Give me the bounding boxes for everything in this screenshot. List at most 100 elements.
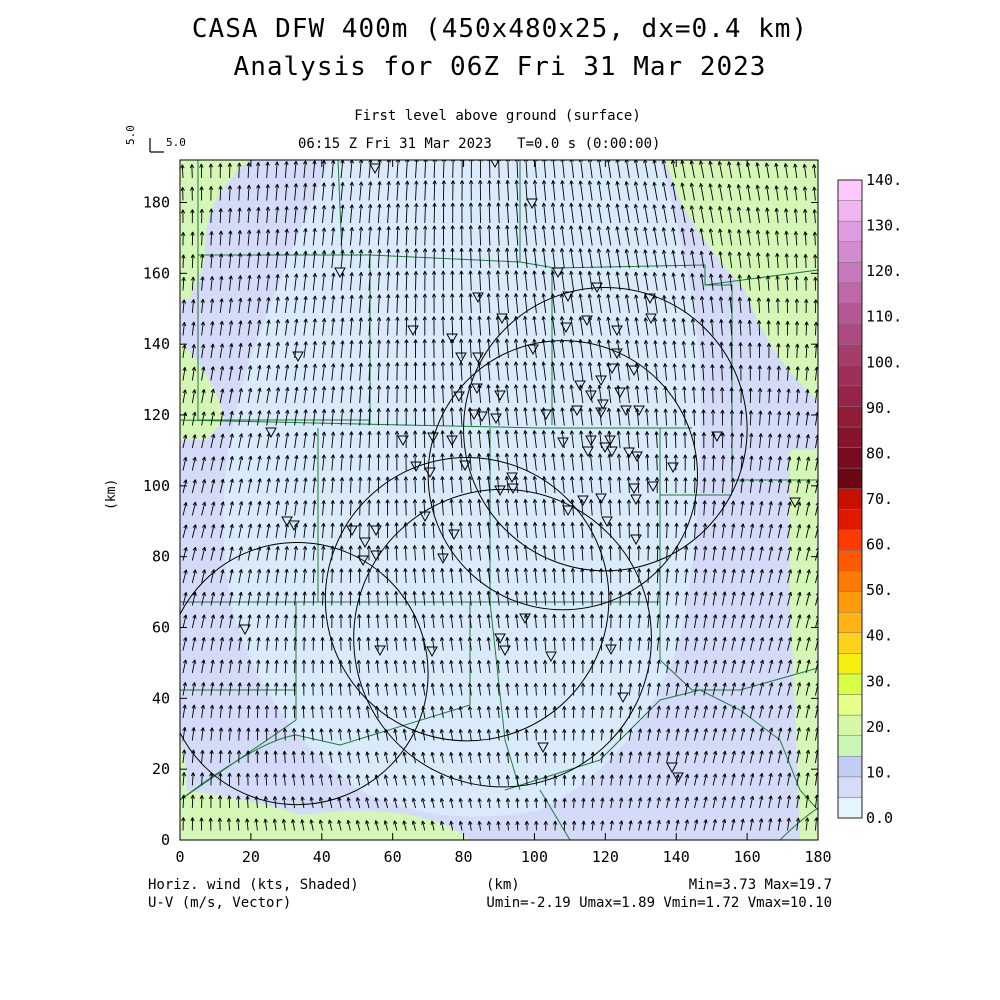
colorbar-swatch-17 [837, 447, 863, 469]
station-26 [585, 390, 597, 402]
colorbar-swatch-1 [837, 776, 863, 798]
colorbar-swatch-8 [837, 632, 863, 654]
boundary-16 [295, 602, 471, 746]
station-55 [506, 472, 518, 484]
wind-vectors [180, 160, 818, 831]
station-36 [597, 399, 609, 411]
ref-vector-label-horizontal: 5.0 [166, 136, 186, 149]
station-43 [557, 437, 569, 449]
station-84 [426, 646, 438, 658]
station-77 [370, 550, 382, 562]
y-tick-label-6: 120 [143, 406, 170, 424]
station-30 [468, 409, 480, 421]
colorbar-swatch-12 [837, 550, 863, 572]
station-53 [424, 467, 436, 479]
plot-frame [179, 159, 819, 841]
colorbar-swatch-11 [837, 570, 863, 592]
station-22 [606, 363, 618, 375]
station-52 [410, 461, 422, 473]
time-label: 06:15 Z Fri 31 Mar 2023 T=0.0 s (0:00:00… [298, 136, 660, 152]
station-46 [582, 446, 594, 458]
colorbar-swatch-28 [837, 220, 863, 242]
station-33 [540, 409, 552, 421]
colorbar-swatch-4 [837, 714, 863, 736]
colorbar-label-7: 70. [866, 490, 893, 508]
y-tick-label-3: 60 [152, 619, 170, 637]
colorbar-swatch-24 [837, 303, 863, 325]
x-tick-label-6: 120 [592, 848, 619, 866]
colorbar-swatch-6 [837, 673, 863, 695]
colorbar-swatch-0 [837, 797, 863, 819]
valid-time: 06:15 Z Fri 31 Mar 2023 [298, 136, 492, 152]
station-80 [494, 633, 506, 645]
station-5 [591, 282, 603, 294]
station-85 [545, 651, 557, 663]
colorbar-swatch-13 [837, 529, 863, 551]
boundary-21 [779, 807, 818, 840]
colorbar-swatch-19 [837, 406, 863, 428]
station-64 [562, 505, 574, 517]
x-axis-label: (km) [486, 877, 520, 893]
station-74 [789, 497, 801, 509]
station-12 [560, 322, 572, 334]
title-line-2: Analysis for 06Z Fri 31 Mar 2023 [233, 52, 767, 82]
y-tick-label-0: 0 [161, 831, 170, 849]
title-line-1: CASA DFW 400m (450x480x25, dx=0.4 km) [191, 14, 809, 44]
uv-range-label: Umin=-2.19 Umax=1.89 Vmin=1.72 Vmax=10.1… [486, 895, 832, 911]
station-34 [571, 405, 583, 417]
station-68 [601, 516, 613, 528]
colorbar-swatch-26 [837, 262, 863, 284]
station-61 [577, 495, 589, 507]
colorbar-swatch-25 [837, 282, 863, 304]
colorbar-label-2: 20. [866, 718, 893, 736]
colorbar-swatch-22 [837, 344, 863, 366]
station-32 [476, 411, 488, 423]
station-59 [494, 485, 506, 497]
station-23 [595, 375, 607, 387]
station-71 [370, 525, 382, 537]
colorbar-label-10: 100. [866, 353, 902, 371]
colorbar-swatch-3 [837, 735, 863, 757]
station-58 [647, 481, 659, 493]
colorbar-label-4: 40. [866, 627, 893, 645]
station-60 [507, 483, 519, 495]
station-9 [645, 313, 657, 325]
station-7 [562, 291, 574, 303]
station-72 [359, 537, 371, 549]
boundary-8 [704, 269, 818, 286]
y-tick-label-4: 80 [152, 548, 170, 566]
station-86 [617, 692, 629, 704]
station-47 [606, 446, 618, 458]
station-0 [369, 163, 381, 175]
station-markers [239, 160, 801, 784]
colorbar-label-11: 110. [866, 308, 902, 326]
radar-ring-4 [463, 287, 748, 572]
station-3 [334, 267, 346, 279]
station-8 [644, 293, 656, 305]
station-14 [581, 315, 593, 327]
station-24 [614, 387, 626, 399]
station-45 [604, 435, 616, 447]
boundary-17 [504, 689, 818, 811]
radar-ring-2 [353, 488, 652, 788]
station-87 [537, 742, 549, 754]
y-tick-label-5: 100 [143, 477, 170, 495]
station-62 [595, 493, 607, 505]
station-81 [499, 645, 511, 657]
reference-vector [149, 138, 164, 153]
station-1 [490, 160, 500, 169]
ref-vector-label-vertical: 5.0 [124, 125, 137, 145]
shade-green-s [180, 790, 470, 840]
colorbar-label-1: 10. [866, 763, 893, 781]
station-50 [599, 442, 611, 454]
x-tick-label-2: 40 [313, 848, 331, 866]
station-69 [448, 529, 460, 541]
y-tick-label-7: 140 [143, 335, 170, 353]
colorbar-frame [837, 179, 863, 819]
station-15 [446, 333, 458, 345]
field-description-vector: U-V (m/s, Vector) [148, 895, 292, 911]
station-39 [265, 427, 277, 439]
station-76 [357, 555, 369, 567]
colorbar-swatch-9 [837, 611, 863, 634]
